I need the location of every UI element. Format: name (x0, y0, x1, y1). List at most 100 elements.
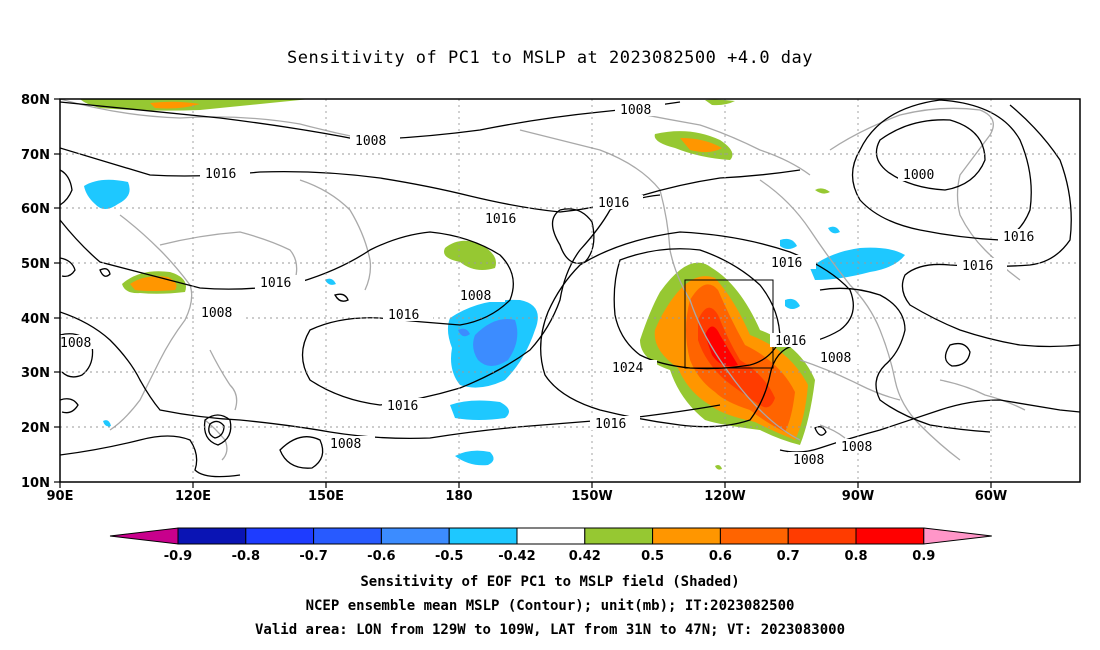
svg-text:1008: 1008 (820, 351, 851, 366)
map-frame (59, 98, 1081, 483)
shade-positive-area (130, 276, 177, 291)
colorbar-segment (313, 527, 382, 545)
shade-negative-area (103, 420, 111, 427)
shade-negative-area (785, 298, 800, 309)
shade-positive-area (680, 138, 722, 153)
svg-text:1008: 1008 (355, 134, 386, 149)
colorbar-label: 0.42 (569, 549, 601, 564)
shade-positive-area (715, 465, 722, 470)
shade-negative-area (455, 450, 494, 466)
isobar-contours (60, 99, 1080, 478)
svg-text:1008: 1008 (330, 437, 361, 452)
footer-line-2: NCEP ensemble mean MSLP (Contour); unit(… (305, 598, 795, 614)
shaded-sensitivity (80, 99, 905, 470)
contour-label: 1016 (200, 166, 250, 182)
shade-negative-area (84, 179, 130, 209)
svg-text:1016: 1016 (260, 276, 291, 291)
colorbar-label: 0.9 (912, 549, 935, 564)
contour-label: 1016 (766, 255, 816, 271)
svg-text:1016: 1016 (1003, 230, 1034, 245)
svg-text:1008: 1008 (460, 289, 491, 304)
contour-label: 1008 (325, 436, 375, 452)
lon-label: 150W (571, 489, 612, 504)
shade-positive-area (444, 240, 496, 270)
colorbar-segment (584, 527, 654, 545)
contour-label: 1016 (480, 211, 530, 227)
svg-text:1000: 1000 (903, 168, 934, 183)
colorbar-segment (245, 527, 315, 545)
svg-text:1016: 1016 (205, 167, 236, 182)
contour-label: 1008 (788, 452, 838, 468)
contour-label: 1008 (196, 305, 246, 321)
svg-text:1008: 1008 (793, 453, 824, 468)
svg-text:1008: 1008 (841, 440, 872, 455)
colorbar-segment (516, 527, 586, 545)
svg-text:1016: 1016 (598, 196, 629, 211)
colorbar-segment (380, 527, 450, 545)
plot-title: Sensitivity of PC1 to MSLP at 2023082500… (286, 48, 813, 68)
colorbar-label: -0.7 (299, 549, 327, 564)
colorbar-label: 0.6 (709, 549, 732, 564)
shade-positive-area (815, 188, 830, 194)
contour-label: 1016 (382, 398, 432, 414)
contour-label: 1016 (998, 229, 1048, 245)
lat-label: 60N (21, 202, 50, 217)
colorbar-label: -0.42 (498, 549, 535, 564)
contour-label: 1016 (590, 416, 640, 432)
colorbar-label: -0.5 (435, 549, 463, 564)
lon-label: 60W (975, 489, 1007, 504)
svg-text:1016: 1016 (388, 308, 419, 323)
colorbar-segment (448, 527, 518, 545)
colorbar-label: -0.9 (164, 549, 192, 564)
shade-negative-area (810, 247, 905, 280)
colorbar-label: 0.7 (777, 549, 800, 564)
lat-label: 50N (21, 257, 50, 272)
colorbar-arrow-right (923, 527, 992, 545)
contour-label: 1008 (615, 102, 665, 118)
contour-label: 1016 (383, 307, 433, 323)
shade-positive-area (150, 101, 200, 109)
footer-line-1: Sensitivity of EOF PC1 to MSLP field (Sh… (360, 574, 740, 590)
lon-label: 120E (175, 489, 211, 504)
colorbar-segment (652, 527, 721, 545)
shade-negative-area (828, 226, 840, 234)
lat-label: 20N (21, 421, 50, 436)
svg-text:1016: 1016 (771, 256, 802, 271)
shade-negative-area (450, 400, 509, 420)
svg-text:1016: 1016 (962, 259, 993, 274)
coastlines (60, 99, 1026, 461)
shade-positive-area (705, 326, 738, 367)
shade-negative-area (780, 238, 797, 249)
svg-text:1016: 1016 (485, 212, 516, 227)
contour-label: 1008 (815, 350, 865, 366)
contour-label: 1016 (255, 275, 305, 291)
lat-lon-grid (60, 99, 1080, 482)
shade-positive-area (705, 99, 735, 106)
lon-label: 150E (308, 489, 344, 504)
colorbar-segment (177, 527, 247, 545)
contour-label: 1008 (350, 133, 400, 149)
colorbar-label: 0.8 (844, 549, 867, 564)
contour-label: 1016 (770, 333, 820, 349)
contour-label: 1008 (836, 439, 886, 455)
latitude-labels: 80N 70N 60N 50N 40N 30N 20N 10N (21, 93, 50, 491)
axis-ticks (54, 98, 992, 488)
svg-text:1008: 1008 (201, 306, 232, 321)
lon-label: 90E (47, 489, 74, 504)
contour-labels: 1008 1008 1016 1016 1016 1016 1008 1016 … (60, 102, 1048, 468)
svg-text:1016: 1016 (387, 399, 418, 414)
contour-label: 1016 (593, 195, 643, 211)
svg-text:1024: 1024 (612, 361, 643, 376)
valid-area-box (684, 279, 774, 369)
lon-label: 90W (842, 489, 874, 504)
colorbar-segment (719, 527, 789, 545)
svg-text:1008: 1008 (60, 336, 91, 351)
contour-label: 1024 (607, 360, 657, 376)
shade-negative-area (473, 319, 518, 366)
contour-label: 1000 (898, 167, 948, 183)
svg-text:1016: 1016 (595, 417, 626, 432)
svg-text:1016: 1016 (775, 334, 806, 349)
lat-label: 10N (21, 476, 50, 491)
shade-negative-area (458, 328, 470, 337)
colorbar: -0.9 -0.8 -0.7 -0.6 -0.5 -0.42 0.42 0.5 0.6 0.7 0.… (109, 527, 992, 564)
